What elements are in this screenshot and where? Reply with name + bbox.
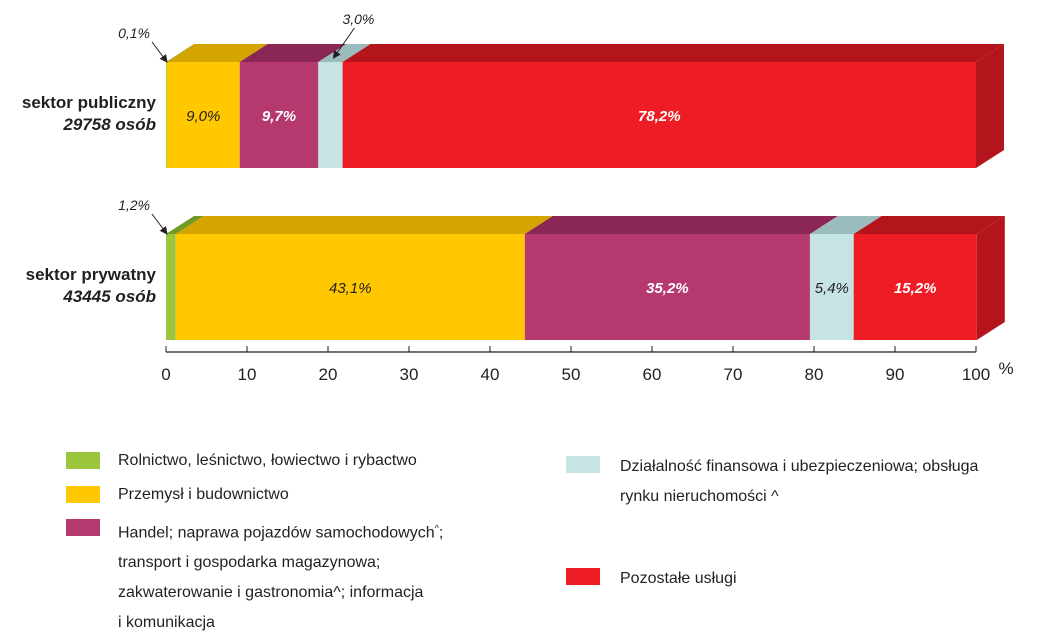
bar-top-0-3 <box>318 44 371 62</box>
data-label-1-0: 1,2% <box>118 197 150 213</box>
legend-swatch-other-services <box>566 568 600 585</box>
x-tick-label-2: 20 <box>319 365 338 384</box>
bar-segment-1-1 <box>175 234 525 340</box>
data-label-1-3: 5,4% <box>815 280 849 297</box>
category-sublabel-1: 43445 osób <box>62 287 156 306</box>
legend-label-finance: Działalność finansowa i ubezpieczeniowa;… <box>620 458 979 505</box>
x-tick-label-9: 90 <box>886 365 905 384</box>
category-sublabel-0: 29758 osób <box>62 115 156 134</box>
legend-label-industry: Przemysł i budownictwo <box>118 486 289 503</box>
x-tick-label-1: 10 <box>238 365 257 384</box>
bar-segment-1-0 <box>166 234 176 340</box>
x-tick-label-4: 40 <box>481 365 500 384</box>
bar-top-0-0 <box>166 44 195 62</box>
bar-top-1-1 <box>175 216 553 234</box>
legend-swatch-agriculture <box>66 452 100 469</box>
bar-segment-1-2 <box>524 234 810 340</box>
bar-top-1-0 <box>166 216 204 234</box>
category-label-0: sektor publiczny <box>22 93 157 112</box>
data-label-0-4: 78,2% <box>638 108 681 125</box>
bar-top-1-4 <box>853 216 1005 234</box>
bar-segment-0-4 <box>342 62 977 168</box>
legend-label-agriculture: Rolnictwo, leśnictwo, łowiectwo i rybact… <box>118 452 417 469</box>
bar-segment-1-4 <box>853 234 977 340</box>
data-label-1-4: 15,2% <box>894 280 937 297</box>
x-tick-label-6: 60 <box>643 365 662 384</box>
x-tick-label-8: 80 <box>805 365 824 384</box>
x-tick-label-7: 70 <box>724 365 743 384</box>
x-tick-label-0: 0 <box>161 365 170 384</box>
data-label-0-1: 9,0% <box>186 108 220 125</box>
bar-segment-0-0 <box>166 62 167 168</box>
data-label-0-0: 0,1% <box>118 25 150 41</box>
stacked-bar-chart: sektor publiczny 29758 osób 0,1% 9,0% 9,7% 3,… <box>22 11 1014 384</box>
bar-side-1 <box>976 216 1005 340</box>
x-tick-label-10: 100 <box>962 365 990 384</box>
bar-segment-1-3 <box>809 234 854 340</box>
bar-top-1-3 <box>809 216 882 234</box>
category-label-1: sektor prywatny <box>26 265 157 284</box>
bar-top-0-2 <box>239 44 347 62</box>
bar-side-0 <box>976 44 1004 168</box>
bar-segment-0-3 <box>318 62 343 168</box>
x-tick-label-5: 50 <box>562 365 581 384</box>
label-arrow-0-3 <box>332 27 355 59</box>
legend-swatch-finance <box>566 456 600 473</box>
label-arrow-1-0 <box>151 213 168 235</box>
legend-label-trade: Handel; naprawa pojazdów samochodowych^;… <box>118 523 444 632</box>
bar-segment-0-1 <box>166 62 240 168</box>
label-arrow-0-0 <box>151 41 168 63</box>
data-label-0-2: 9,7% <box>262 108 296 125</box>
legend-label-other-services: Pozostałe usługi <box>620 570 737 587</box>
data-label-1-1: 43,1% <box>329 280 372 297</box>
x-tick-label-3: 30 <box>400 365 419 384</box>
legend-swatch-trade <box>66 519 100 536</box>
data-label-0-3: 3,0% <box>342 11 374 27</box>
bar-top-0-4 <box>342 44 1005 62</box>
data-label-1-2: 35,2% <box>646 280 689 297</box>
bar-top-0-1 <box>166 44 268 62</box>
bar-segment-0-2 <box>239 62 319 168</box>
x-unit-label: % <box>998 359 1013 378</box>
bar-top-1-2 <box>524 216 838 234</box>
legend-swatch-industry <box>66 486 100 503</box>
